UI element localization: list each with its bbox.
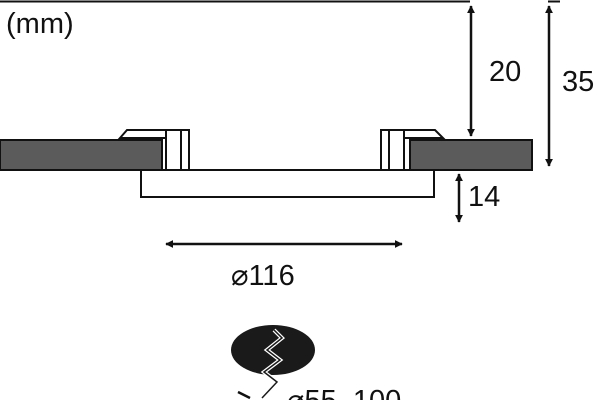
ceiling-panel-right [409,139,533,171]
dimension-diameter: ⌀116 [231,260,295,292]
cutout-drill-icon [231,325,315,400]
dimension-cutout-range: ⌀55–100 [287,385,401,400]
unit-label: (mm) [6,8,74,40]
spring-clip-left [117,129,190,171]
dimension-visible-height: 14 [468,181,500,213]
dimension-total-height: 35 [562,66,594,98]
luminaire-panel [140,169,435,198]
ceiling-panel-left [0,139,163,171]
dimension-mounting-depth: 20 [489,56,521,88]
